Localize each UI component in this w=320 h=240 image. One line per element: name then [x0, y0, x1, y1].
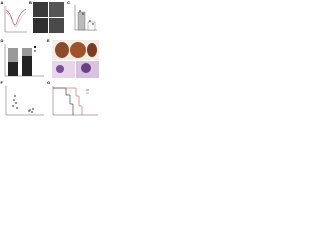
dot [92, 23, 94, 25]
organ [55, 42, 69, 58]
panel-label: C [67, 0, 70, 5]
panel-label: B [29, 0, 32, 5]
bar-segment [22, 56, 32, 76]
panel-b: B [29, 0, 64, 33]
micrograph [49, 18, 64, 33]
stain [56, 65, 64, 73]
curve [5, 11, 27, 27]
panel-label: E [47, 38, 50, 43]
panel-label: D [1, 38, 4, 43]
legend-swatch [34, 46, 36, 48]
panel-a: A [1, 0, 27, 33]
panel-g: G [47, 80, 98, 116]
bar [87, 21, 96, 31]
panel-d: D [1, 38, 44, 77]
panel-c: C [67, 0, 97, 31]
organ [87, 43, 97, 57]
micrograph [49, 2, 64, 17]
organ [70, 42, 86, 58]
dots [12, 95, 34, 113]
bar-segment [8, 62, 18, 76]
panel-f: F [1, 80, 44, 116]
dot [82, 13, 84, 15]
bar [77, 11, 86, 31]
panel-label: F [1, 80, 4, 85]
stain [81, 63, 91, 73]
panel-label: G [47, 80, 50, 85]
legend-swatch [34, 50, 36, 52]
micrograph [33, 2, 48, 17]
bar-segment [22, 48, 32, 56]
survival-curve [53, 87, 83, 115]
panel-label: A [1, 0, 4, 5]
survival-curve [53, 87, 74, 115]
curve [5, 8, 27, 26]
micrograph [33, 18, 48, 33]
panel-e: E [47, 38, 99, 78]
figure: A B C D E [1, 0, 99, 116]
dot [79, 10, 81, 12]
bar-segment [8, 48, 18, 62]
dot [89, 20, 91, 22]
page: A B C D E [0, 0, 320, 119]
